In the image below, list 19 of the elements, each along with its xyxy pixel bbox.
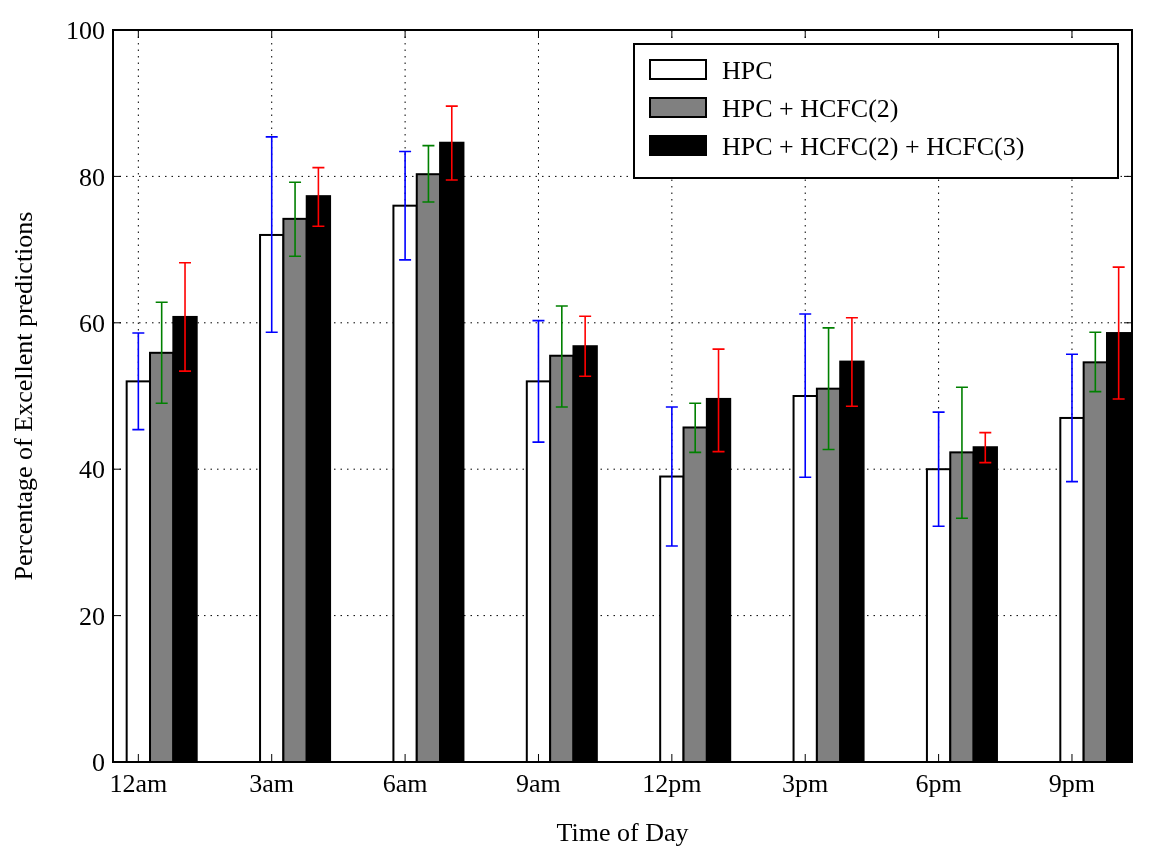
- y-axis-title: Percentage of Excellent predictions: [9, 211, 38, 581]
- legend-label: HPC + HCFC(2): [722, 94, 899, 124]
- y-tick-label: 80: [79, 162, 105, 192]
- y-tick-label: 20: [79, 601, 105, 631]
- y-tick-label: 100: [66, 16, 105, 46]
- x-tick-label: 9am: [516, 769, 561, 798]
- x-tick-label: 12am: [109, 769, 168, 798]
- legend-label: HPC + HCFC(2) + HCFC(3): [722, 132, 1025, 162]
- y-tick-label: 60: [79, 308, 105, 338]
- x-tick-label: 9pm: [1048, 769, 1096, 798]
- x-tick-label: 3am: [249, 769, 295, 798]
- y-tick-label: 0: [92, 748, 105, 778]
- x-axis-title: Time of Day: [556, 818, 689, 847]
- x-tick-label: 3pm: [782, 769, 829, 798]
- y-tick-label: 40: [79, 455, 105, 485]
- x-tick-label: 12pm: [642, 769, 702, 798]
- legend-label: HPC: [722, 56, 773, 86]
- x-tick-label: 6am: [382, 769, 428, 798]
- x-tick-label: 6pm: [915, 769, 962, 798]
